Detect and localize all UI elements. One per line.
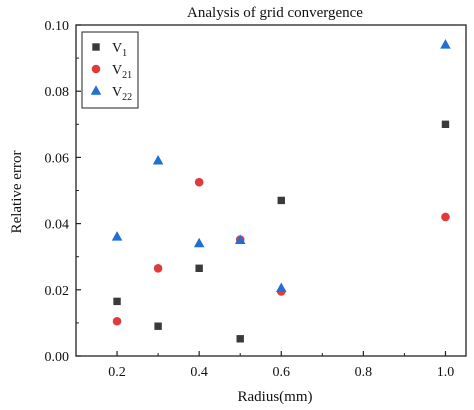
data-point-V1: [236, 335, 244, 343]
x-axis-label: Radius(mm): [238, 389, 313, 405]
data-point-V21: [112, 316, 122, 326]
legend-marker-V21: [91, 64, 101, 74]
y-tick-label: 0.02: [45, 284, 70, 299]
y-tick-label: 0.04: [45, 218, 70, 233]
x-tick-label: 0.2: [108, 365, 126, 380]
x-tick-label: 0.6: [273, 365, 291, 380]
y-axis-label: Relative error: [9, 151, 25, 234]
y-tick-label: 0.08: [45, 85, 70, 100]
data-point-V21: [194, 177, 204, 187]
data-point-V1: [154, 322, 162, 330]
data-point-V21: [441, 212, 450, 222]
axis-ticks: 0.2 0.4 0.6 0.8 1.0 0.00 0.02 0.04 0.06 0.08 0.10: [45, 19, 455, 380]
data-point-V1: [441, 120, 450, 128]
y-tick-label: 0.10: [45, 19, 70, 34]
data-point-V22: [193, 237, 205, 248]
series-V1: [113, 120, 450, 343]
series-V22: [111, 39, 451, 292]
x-tick-label: 0.8: [355, 365, 373, 380]
data-point-V1: [277, 196, 285, 205]
chart-title: Analysis of grid convergence: [187, 5, 363, 21]
x-tick-label: 0.4: [190, 365, 208, 380]
legend-label-V1: V1: [112, 41, 127, 59]
y-tick-label: 0.06: [45, 151, 70, 166]
data-point-V22: [440, 39, 451, 49]
legend-label-V22: V22: [112, 85, 132, 103]
data-points: [111, 39, 451, 343]
legend-marker-V1: [92, 43, 100, 51]
legend-label-V21: V21: [112, 63, 132, 81]
data-point-V1: [195, 264, 203, 272]
data-point-V21: [153, 263, 163, 273]
data-point-V22: [152, 155, 164, 165]
legend-box: [81, 31, 139, 109]
data-point-V22: [276, 282, 287, 292]
legend: V1 V21 V22: [81, 31, 139, 109]
legend-marker-V22: [90, 85, 102, 95]
data-point-V1: [113, 297, 121, 306]
x-tick-label: 1.0: [437, 365, 455, 380]
data-point-V22: [111, 231, 123, 241]
y-tick-label: 0.00: [45, 350, 70, 365]
data-point-V22: [234, 234, 246, 244]
